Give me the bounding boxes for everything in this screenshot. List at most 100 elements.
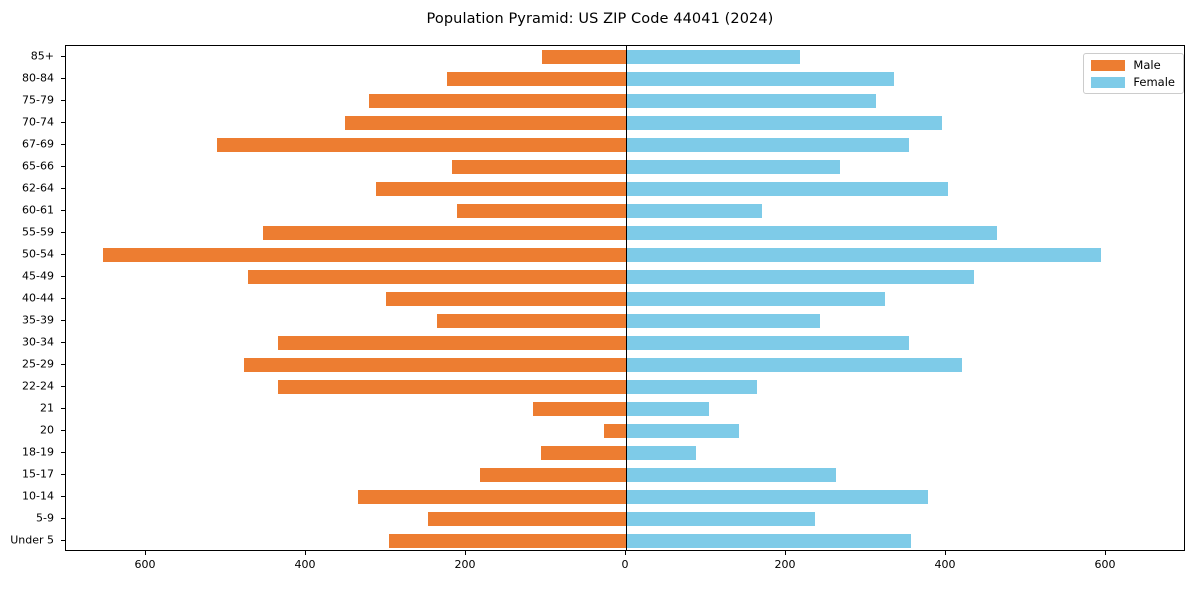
bar-male-85- [542,49,626,65]
bar-male-20 [603,423,626,439]
bar-male-under-5 [389,533,626,549]
x-tick-mark [145,551,146,555]
bar-female-30-34 [626,335,910,351]
bar-female-25-29 [626,357,962,373]
bar-row [66,71,1184,87]
bar-row [66,467,1184,483]
y-tick-mark [61,518,65,519]
bar-female-35-39 [626,313,820,329]
y-tick-label: 10-14 [22,489,54,503]
bar-male-62-64 [376,181,626,197]
x-tick-label: 400 [294,558,316,571]
bar-row [66,225,1184,241]
bar-row [66,489,1184,505]
y-tick-label: 5-9 [36,511,54,525]
bar-male-65-66 [451,159,626,175]
y-tick-mark [61,430,65,431]
y-tick-mark [61,408,65,409]
x-tick-mark [305,551,306,555]
y-tick-label: 45-49 [22,269,54,283]
y-tick-label: 18-19 [22,445,54,459]
bar-male-45-49 [248,269,626,285]
y-tick-label: 15-17 [22,467,54,481]
bar-row [66,159,1184,175]
legend: Male Female [1083,53,1184,94]
bar-male-50-54 [102,247,626,263]
bar-male-67-69 [217,137,626,153]
bar-female-75-79 [626,93,876,109]
y-tick-mark [61,386,65,387]
bar-female-55-59 [626,225,998,241]
y-tick-label: 21 [40,401,54,415]
bar-male-70-74 [345,115,626,131]
y-tick-label: 60-61 [22,203,54,217]
x-tick-label: 400 [934,558,956,571]
x-tick-mark [465,551,466,555]
bar-row [66,269,1184,285]
bar-row [66,445,1184,461]
y-tick-label: 22-24 [22,379,54,393]
y-tick-label: 65-66 [22,159,54,173]
bar-row [66,181,1184,197]
bar-female-22-24 [626,379,758,395]
bar-female-10-14 [626,489,928,505]
y-tick-mark [61,188,65,189]
y-tick-mark [61,78,65,79]
bar-female-65-66 [626,159,840,175]
bar-row [66,291,1184,307]
y-tick-label: 70-74 [22,115,54,129]
bar-female-under-5 [626,533,911,549]
y-tick-label: 55-59 [22,225,54,239]
bar-female-50-54 [626,247,1102,263]
bar-male-22-24 [278,379,626,395]
legend-entry-male[interactable]: Male [1091,59,1175,71]
bar-female-45-49 [626,269,974,285]
y-tick-label: 85+ [30,49,54,63]
y-tick-label: 62-64 [22,181,54,195]
bar-row [66,357,1184,373]
y-tick-label: 75-79 [22,93,54,107]
bar-row [66,137,1184,153]
y-tick-mark [61,100,65,101]
x-tick-mark [1105,551,1106,555]
x-tick-label: 200 [454,558,476,571]
y-tick-label: 20 [40,423,54,437]
x-tick-label: 0 [621,558,629,571]
y-tick-mark [61,452,65,453]
bar-row [66,533,1184,549]
bar-row [66,203,1184,219]
x-tick-label: 200 [774,558,796,571]
y-tick-mark [61,122,65,123]
bar-female-70-74 [626,115,942,131]
bar-female-62-64 [626,181,949,197]
y-tick-mark [61,298,65,299]
bar-female-18-19 [626,445,696,461]
bar-male-75-79 [369,93,626,109]
legend-entry-female[interactable]: Female [1091,76,1175,88]
bar-male-21 [533,401,626,417]
bar-female-5-9 [626,511,815,527]
y-tick-mark [61,496,65,497]
y-tick-mark [61,342,65,343]
y-tick-mark [61,364,65,365]
zero-axis-line [626,46,627,550]
x-tick-label: 600 [1094,558,1116,571]
bar-male-30-34 [278,335,626,351]
y-axis: 85+ 80-84 75-79 70-74 67-69 65-66 62-64 60-61 55… [0,45,65,551]
bar-female-15-17 [626,467,836,483]
y-tick-mark [61,232,65,233]
x-tick-mark [945,551,946,555]
bar-female-21 [626,401,710,417]
bar-row [66,335,1184,351]
y-tick-label: Under 5 [10,533,54,547]
bar-male-60-61 [457,203,626,219]
x-tick-label: 600 [134,558,156,571]
legend-swatch-male [1091,59,1126,71]
bar-female-80-84 [626,71,894,87]
x-axis: 600 400 200 0 200 400 600 [65,551,1185,591]
bar-row [66,379,1184,395]
y-tick-label: 25-29 [22,357,54,371]
bar-row [66,401,1184,417]
bar-row [66,115,1184,131]
